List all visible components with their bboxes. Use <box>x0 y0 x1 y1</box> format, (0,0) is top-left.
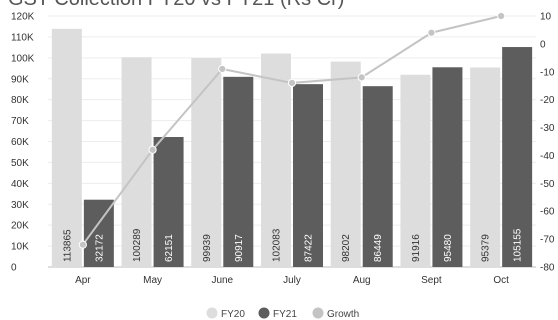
growth-point <box>357 73 366 82</box>
x-tick-label: Oct <box>493 275 509 286</box>
growth-point <box>497 11 506 21</box>
y-left-tick-label: 80K <box>11 95 29 106</box>
fy20-bar <box>400 74 431 267</box>
y-left-tick-label: 60K <box>11 137 29 148</box>
y-left-tick-label: 120K <box>11 12 35 23</box>
fy20-bar <box>330 61 361 268</box>
y-right-tick-label: -30 <box>540 123 555 134</box>
y-right-tick-label: 10 <box>540 12 552 23</box>
growth-point <box>287 78 297 88</box>
legend-label: FY21 <box>273 309 297 320</box>
fy20-bar <box>470 67 501 267</box>
fy21-value-label: 62151 <box>164 234 175 262</box>
fy20-value-label: 95379 <box>481 234 492 262</box>
fy20-value-label: 102083 <box>272 228 283 262</box>
y-left-tick-label: 50K <box>11 158 29 169</box>
fy21-value-label: 105155 <box>513 228 524 262</box>
fy21-value-label: 86449 <box>373 234 384 262</box>
y-right-tick-label: -40 <box>540 151 555 162</box>
fy20-bar <box>51 28 82 268</box>
y-right-tick-label: -10 <box>540 67 555 78</box>
fy21-bar <box>223 76 254 267</box>
y-right-tick-label: 0 <box>540 39 546 50</box>
y-left-tick-label: 100K <box>11 53 35 64</box>
fy21-value-label: 32172 <box>94 234 105 262</box>
fy21-bar <box>362 86 393 267</box>
legend-marker <box>206 307 218 319</box>
x-tick-label: May <box>143 275 162 286</box>
y-right-tick-label: -70 <box>540 235 555 246</box>
y-left-tick-label: 90K <box>11 74 29 85</box>
fy21-bar <box>293 84 323 267</box>
legend-label: FY20 <box>221 309 245 320</box>
y-right-tick-label: -20 <box>540 95 555 106</box>
fy21-bar <box>432 67 463 268</box>
legend-marker <box>258 307 270 319</box>
y-left-tick-label: 30K <box>11 200 29 211</box>
x-tick-label: Apr <box>75 275 91 286</box>
x-tick-label: Sept <box>421 275 442 286</box>
fy20-bar <box>191 57 222 268</box>
x-tick-label: Aug <box>353 275 371 286</box>
fy21-bar <box>502 47 533 267</box>
y-left-tick-label: 110K <box>11 32 34 43</box>
fy21-value-label: 95480 <box>443 234 454 262</box>
y-right-tick-label: -80 <box>540 263 555 274</box>
growth-point <box>218 64 227 74</box>
x-tick-label: June <box>211 275 233 286</box>
fy21-value-label: 90917 <box>234 234 245 262</box>
x-tick-label: July <box>283 275 301 286</box>
fy21-value-label: 87422 <box>304 234 315 262</box>
y-right-tick-label: -50 <box>540 179 555 190</box>
legend-label: Growth <box>327 309 359 320</box>
y-left-tick-label: 70K <box>11 116 29 127</box>
fy21-bar <box>153 137 184 267</box>
fy20-value-label: 91916 <box>411 234 422 262</box>
y-right-tick-label: -60 <box>540 207 555 218</box>
fy20-value-label: 98202 <box>341 234 352 262</box>
y-left-tick-label: 20K <box>11 221 29 232</box>
legend-marker <box>312 307 324 319</box>
growth-point <box>427 28 436 37</box>
fy20-bar <box>261 53 291 267</box>
fy20-value-label: 100289 <box>132 228 143 262</box>
fy20-bar <box>121 57 152 268</box>
y-left-tick-label: 0 <box>11 263 17 274</box>
y-left-tick-label: 40K <box>11 179 29 190</box>
growth-point <box>78 240 87 249</box>
chart-title: GST Collection FY20 vs FY21 (Rs Cr) <box>8 0 344 11</box>
fy20-value-label: 99939 <box>202 234 213 262</box>
growth-point <box>148 145 157 154</box>
y-left-tick-label: 10K <box>11 242 29 253</box>
fy20-value-label: 113865 <box>62 229 73 262</box>
